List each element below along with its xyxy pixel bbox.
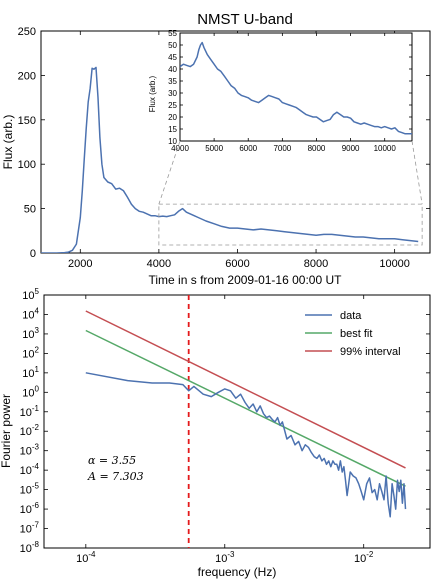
bottom-y-tick-label: 10-4 [20,462,40,477]
inset-y-tick-label: 35 [168,77,177,86]
bottom-y-tick-label: 10-2 [20,423,40,438]
inset-series-0 [180,41,412,135]
top-x-axis-label: Time in s from 2009-01-16 00:00 UT [149,273,343,287]
legend-label-best-fit: best fit [340,328,372,340]
inset-y-axis-label: Flux (arb.) [148,75,157,112]
alpha-annotation: α = 3.55 [88,454,136,467]
top-series-0 [41,66,419,253]
inset-y-tick-label: 40 [168,65,177,74]
inset-y-tick-label: 50 [168,41,177,50]
inset-chart-axes: 4000 5000 6000 7000 8000 9000 10000 10 15 20 25 30 3… [158,29,423,205]
bottom-x-tick-label: 10-4 [76,550,96,565]
top-y-axis-label: Flux (arb.) [1,115,15,170]
bottom-y-tick-label: 10-6 [20,501,40,516]
inset-plot-frame [179,32,413,142]
bottom-series-data [85,372,407,518]
bottom-y-tick-label: 104 [22,306,39,321]
bottom-x-axis-label: frequency (Hz) [198,565,277,579]
inset-y-tick-label: 15 [168,125,177,134]
bottom-y-axis-label: Fourier power [0,394,13,468]
inset-y-tick-label: 30 [168,89,177,98]
top-y-tick-label: 0 [30,248,36,260]
legend-label-data: data [340,310,362,322]
inset-x-tick-label: 5000 [205,144,223,153]
top-y-tick-label: 100 [18,159,36,171]
bottom-y-tick-label: 102 [22,345,39,360]
top-x-tick-label: 2000 [68,258,92,270]
bottom-y-tick-label: 101 [22,365,39,380]
bottom-series-best-fit [85,329,406,487]
inset-x-tick-label: 8000 [308,144,326,153]
inset-x-tick-label: 7000 [273,144,291,153]
bottom-y-tick-label: 10-3 [20,443,40,458]
inset-y-tick-label: 10 [168,137,177,146]
top-x-tick-label: 6000 [225,258,249,270]
bottom-y-tick-label: 10-5 [20,482,40,497]
bottom-x-tick-label: 10-3 [215,550,235,565]
top-x-tick-label: 10000 [379,258,410,270]
top-zoom-box [158,203,423,246]
amplitude-annotation: A = 7.303 [87,470,144,483]
bottom-y-tick-label: 103 [22,326,39,341]
inset-x-tick-label: 10000 [374,144,397,153]
inset-y-tick-label: 55 [168,29,177,38]
inset-x-tick-label: 4000 [171,144,189,153]
top-x-tick-label: 8000 [304,258,328,270]
top-y-tick-label: 250 [18,26,36,38]
bottom-y-tick-label: 100 [22,384,39,399]
bottom-x-tick-label: 10-2 [354,550,374,565]
bottom-series-99-interval [85,310,406,469]
top-y-tick-label: 200 [18,70,36,82]
inset-x-tick-label: 6000 [239,144,257,153]
top-x-tick-label: 4000 [147,258,171,270]
inset-y-tick-label: 25 [168,101,177,110]
legend-label-99-interval: 99% interval [340,346,401,358]
inset-y-tick-label: 45 [168,53,177,62]
bottom-y-tick-label: 10-1 [20,404,40,419]
inset-x-tick-label: 9000 [342,144,360,153]
bottom-y-tick-label: 10-8 [20,540,40,555]
bottom-y-tick-label: 10-7 [20,521,40,536]
top-y-tick-label: 50 [24,204,36,216]
inset-connector-right [411,140,423,205]
bottom-y-tick-label: 105 [22,287,39,302]
bottom-chart-axes: 10-4 10-3 10-2 105 104 103 102 101 100 10-1 10-2 10… [20,287,431,565]
legend: data best fit 99% interval [305,310,401,358]
inset-y-tick-label: 20 [168,113,177,122]
chart-title: NMST U-band [197,11,293,28]
top-y-tick-label: 150 [18,115,36,127]
bottom-plot-frame [43,294,431,549]
